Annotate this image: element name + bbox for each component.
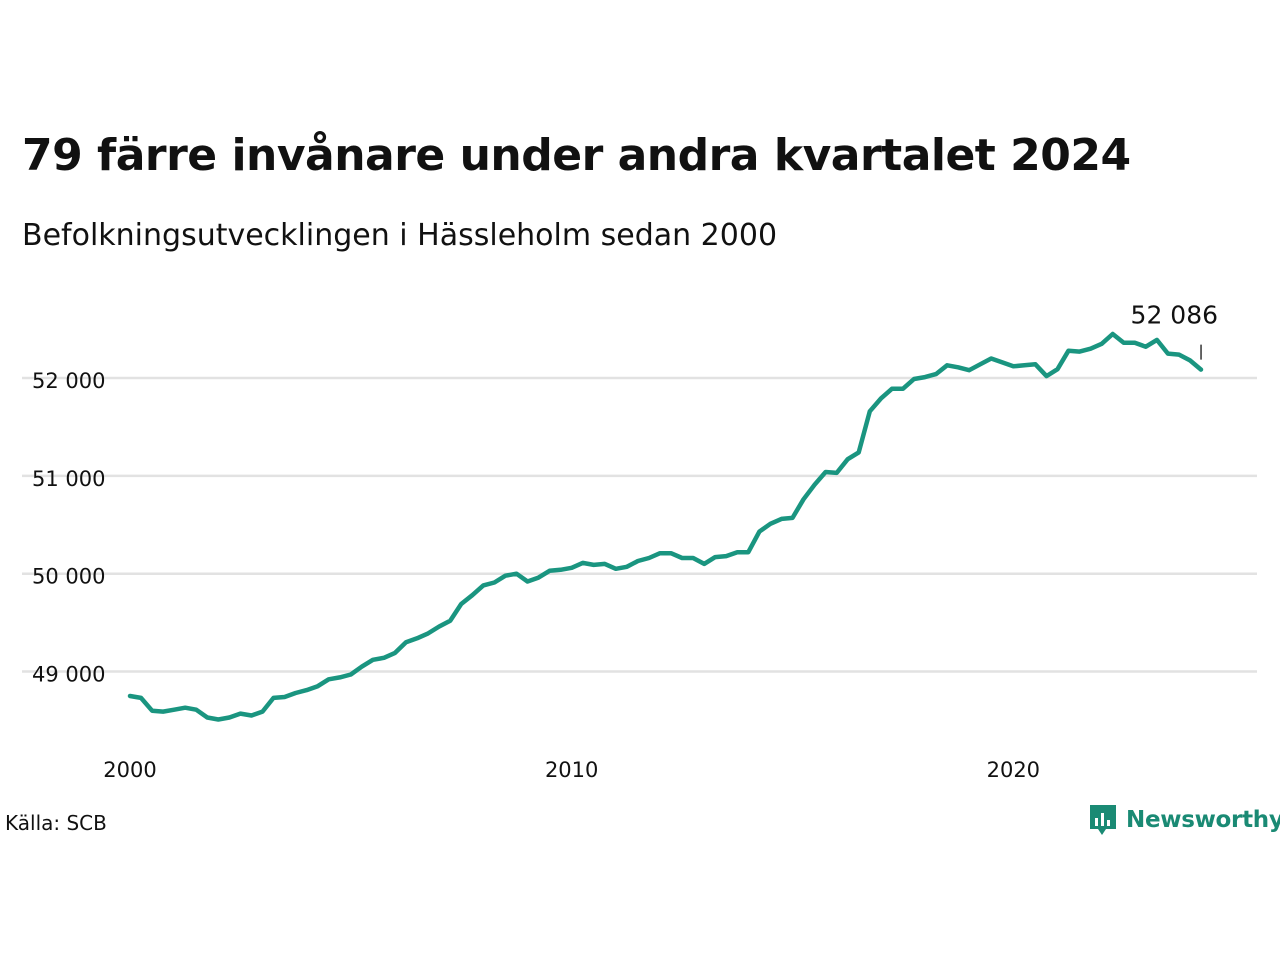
series-layer: [127, 331, 1204, 722]
annotation-label: 52 086: [1131, 301, 1218, 330]
y-tick-label: 52 000: [32, 369, 105, 393]
grid-layer: [22, 376, 1257, 673]
x-tick-label: 2020: [987, 758, 1040, 782]
x-tick-label: 2000: [103, 758, 156, 782]
chart-subtitle: Befolkningsutvecklingen i Hässleholm sed…: [22, 218, 778, 253]
y-tick-label: 50 000: [32, 565, 105, 589]
bar-chart-speech-icon: [1090, 805, 1116, 835]
axis-layer: 49 000 50 000 51 000 52 000 2000 2010 2020: [32, 369, 1040, 782]
series-line: [127, 331, 1204, 722]
annotation-layer: 52 086: [1131, 301, 1218, 360]
y-tick-label: 49 000: [32, 663, 105, 687]
brand-logo: Newsworthy: [1088, 803, 1280, 837]
source-note: Källa: SCB: [5, 811, 107, 835]
x-tick-label: 2010: [545, 758, 598, 782]
y-tick-label: 51 000: [32, 467, 105, 491]
brand-name: Newsworthy: [1126, 807, 1280, 833]
chart-title: 79 färre invånare under andra kvartalet …: [22, 130, 1131, 181]
